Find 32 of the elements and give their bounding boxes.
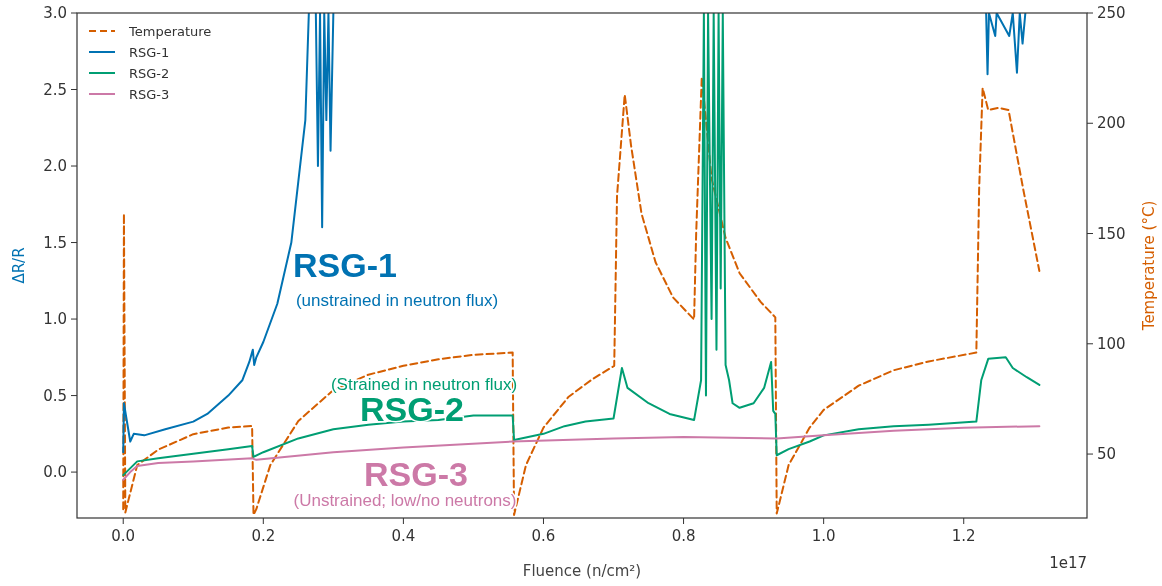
x-tick-label: 1.0 (811, 527, 836, 545)
y-tick-label: 2.5 (43, 80, 67, 99)
x-tick-label: 0.0 (111, 527, 136, 545)
legend-label: Temperature (128, 24, 212, 39)
annotation: RSG-3 (364, 455, 468, 493)
legend-label: RSG-2 (129, 66, 170, 81)
annotation: RSG-2 (360, 390, 464, 428)
y-tick-label: 0.5 (43, 386, 67, 405)
legend-label: RSG-1 (129, 45, 170, 60)
text: 1e17 (1049, 554, 1087, 572)
x-tick-label: 0.4 (391, 527, 416, 545)
y2-tick-label: 100 (1097, 334, 1126, 353)
y-tick-label: 0.0 (43, 463, 67, 482)
y2-tick-label: 200 (1097, 114, 1126, 133)
y-tick-label: 1.5 (43, 233, 67, 252)
y2-tick-label: 250 (1097, 4, 1126, 22)
legend-label: RSG-3 (129, 87, 170, 102)
x-axis-title: Fluence (n/cm²) (522, 562, 642, 580)
annotation: (unstrained in neutron flux) (295, 291, 499, 310)
y-tick-label: 1.0 (43, 310, 67, 329)
y-axis-title: ΔR/R (10, 247, 28, 284)
y2-axis-title: Temperature (°C) (1140, 200, 1158, 332)
y2-tick-label: 150 (1097, 224, 1126, 243)
y-tick-label: 3.0 (43, 4, 67, 22)
y2-tick-label: 50 (1097, 445, 1117, 464)
annotation: (Unstrained; low/no neutrons) (293, 491, 517, 510)
x-tick-label: 0.6 (531, 527, 556, 545)
x-tick-label: 1.2 (951, 527, 976, 545)
x-tick-label: 0.2 (251, 527, 276, 545)
y-tick-label: 2.0 (43, 157, 67, 176)
x-tick-label: 0.8 (671, 527, 696, 545)
annotation: RSG-1 (293, 246, 397, 284)
